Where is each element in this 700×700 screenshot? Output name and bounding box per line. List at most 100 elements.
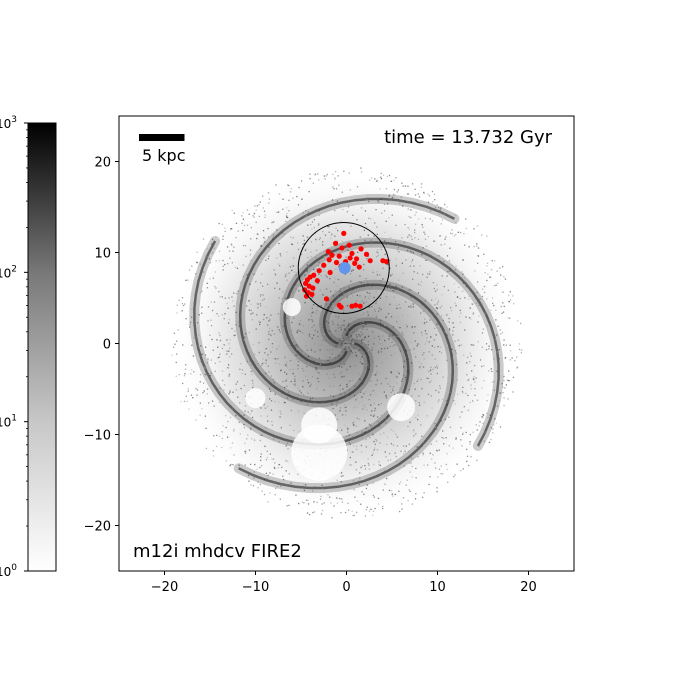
- gas-pixel: [414, 237, 416, 239]
- gas-pixel: [443, 214, 446, 216]
- gas-pixel: [310, 241, 313, 243]
- gas-pixel: [371, 305, 373, 308]
- gas-pixel: [395, 265, 397, 267]
- gas-pixel: [382, 489, 384, 491]
- gas-pixel: [260, 453, 262, 455]
- gas-pixel: [487, 273, 489, 275]
- gas-pixel: [376, 449, 379, 451]
- gas-pixel: [421, 445, 423, 448]
- gas-pixel: [182, 344, 184, 346]
- gas-pixel: [331, 233, 333, 235]
- gas-pixel: [390, 286, 392, 288]
- y-tick-label: 20: [94, 156, 111, 171]
- gas-pixel: [304, 274, 306, 276]
- gas-pixel: [467, 394, 469, 397]
- gas-pixel: [193, 302, 195, 304]
- gas-pixel: [326, 319, 329, 321]
- gas-pixel: [486, 316, 488, 318]
- star-particle: [346, 242, 352, 248]
- gas-pixel: [466, 374, 468, 376]
- gas-pixel: [455, 363, 457, 366]
- gas-pixel: [209, 334, 211, 336]
- gas-pixel: [508, 301, 510, 303]
- gas-pixel: [450, 374, 452, 376]
- gas-pixel: [340, 481, 342, 483]
- gas-pixel: [388, 338, 390, 340]
- gas-pixel: [343, 342, 345, 345]
- gas-pixel: [282, 236, 284, 238]
- gas-pixel: [332, 173, 334, 176]
- gas-pixel: [408, 372, 411, 375]
- gas-pixel: [364, 239, 366, 242]
- gas-pixel: [366, 197, 368, 199]
- gas-pixel: [351, 357, 354, 359]
- gas-pixel: [408, 370, 410, 372]
- gas-pixel: [512, 391, 514, 393]
- gas-pixel: [219, 296, 221, 298]
- gas-pixel: [443, 443, 445, 445]
- gas-pixel: [387, 459, 389, 462]
- gas-pixel: [283, 355, 286, 357]
- gas-pixel: [284, 402, 286, 404]
- gas-pixel: [361, 339, 363, 341]
- gas-pixel: [392, 385, 395, 388]
- gas-pixel: [246, 305, 248, 307]
- gas-pixel: [363, 229, 365, 231]
- gas-pixel: [429, 438, 431, 440]
- gas-pixel: [379, 442, 381, 444]
- gas-pixel: [328, 377, 330, 379]
- gas-pixel: [174, 343, 176, 345]
- gas-pixel: [447, 289, 449, 291]
- gas-pixel: [206, 287, 209, 289]
- gas-pixel: [392, 345, 394, 347]
- gas-pixel: [415, 417, 417, 419]
- gas-pixel: [483, 440, 485, 442]
- gas-pixel: [509, 291, 511, 293]
- gas-pixel: [404, 185, 407, 187]
- gas-pixel: [188, 408, 190, 410]
- gas-pixel: [335, 227, 337, 229]
- gas-pixel: [246, 418, 248, 420]
- y-tick-label: 0: [103, 338, 111, 353]
- gas-pixel: [431, 190, 434, 193]
- gas-pixel: [333, 373, 335, 376]
- gas-pixel: [265, 306, 267, 308]
- gas-pixel: [258, 342, 260, 344]
- gas-pixel: [452, 334, 454, 336]
- gas-pixel: [236, 292, 238, 295]
- gas-pixel: [328, 305, 330, 307]
- gas-pixel: [352, 451, 354, 453]
- gas-pixel: [396, 445, 399, 447]
- gas-pixel: [364, 404, 366, 406]
- gas-pixel: [413, 429, 415, 431]
- gas-pixel: [269, 398, 271, 400]
- gas-pixel: [341, 281, 343, 283]
- gas-pixel: [349, 433, 351, 436]
- gas-pixel: [303, 352, 305, 354]
- gas-pixel: [348, 286, 350, 289]
- gas-pixel: [284, 347, 286, 349]
- gas-pixel: [323, 312, 325, 314]
- spiral-arm-core: [238, 197, 455, 404]
- gas-pixel: [314, 329, 316, 331]
- gas-pixel: [339, 339, 341, 342]
- gas-pixel: [340, 328, 342, 331]
- gas-pixel: [196, 251, 198, 253]
- gas-pixel: [392, 326, 395, 328]
- gas-pixel: [458, 316, 460, 318]
- gas-pixel: [343, 339, 345, 342]
- gas-pixel: [304, 249, 307, 251]
- gas-pixel: [407, 358, 409, 360]
- gas-pixel: [484, 272, 486, 274]
- gas-pixel: [265, 372, 267, 375]
- x-axis-ticks: −20 −10 0 10 20: [151, 571, 537, 595]
- gas-pixel: [367, 344, 370, 346]
- gas-pixel: [318, 223, 320, 225]
- gas-pixel: [436, 372, 438, 375]
- gas-pixel: [250, 313, 252, 315]
- gas-pixel: [293, 429, 295, 431]
- gas-pixel: [458, 345, 460, 347]
- gas-pixel: [256, 205, 258, 207]
- gas-pixel: [267, 324, 269, 326]
